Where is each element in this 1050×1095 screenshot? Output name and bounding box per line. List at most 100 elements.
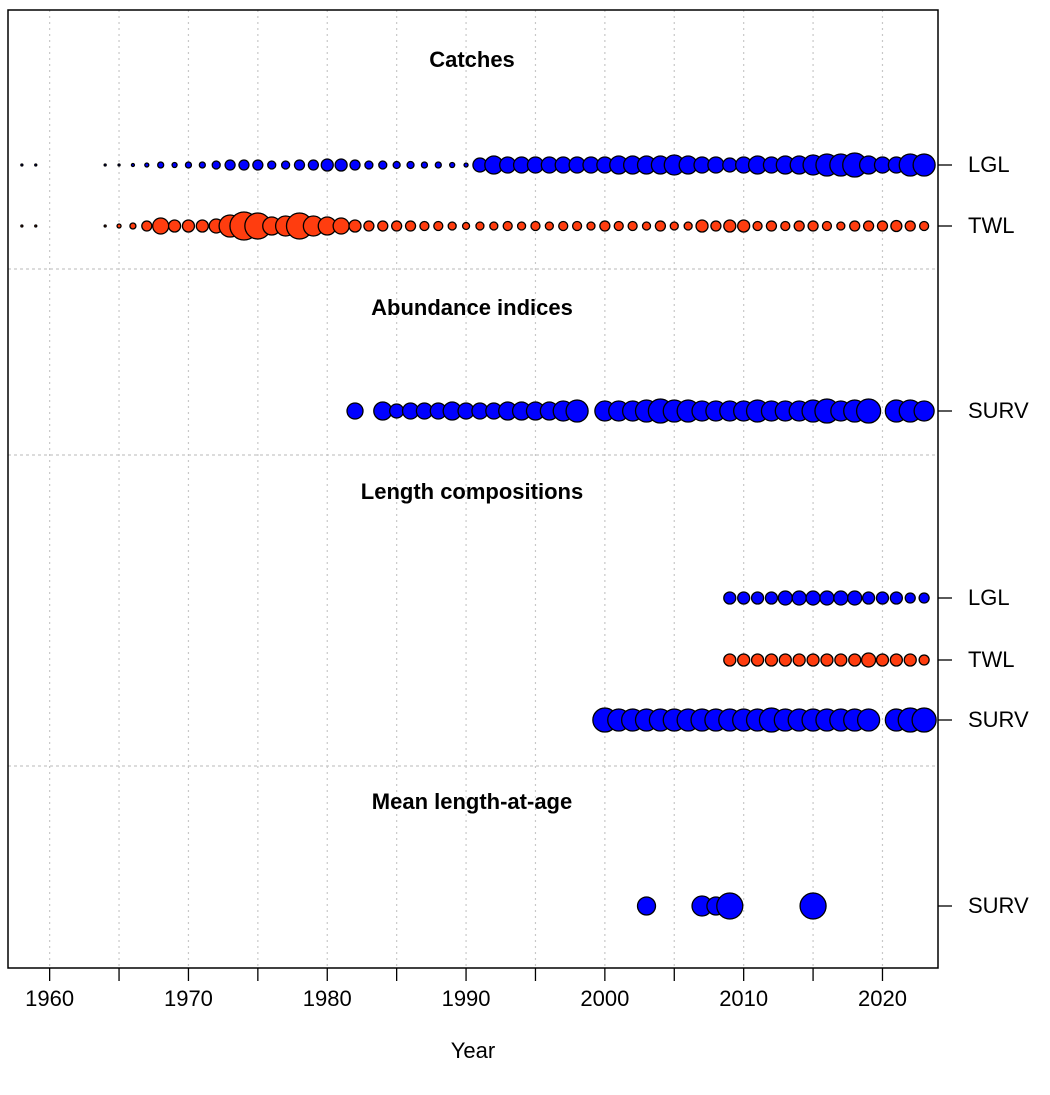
bubble: [627, 220, 638, 232]
bubble: [117, 163, 121, 167]
bubble: [378, 160, 388, 170]
bubble: [695, 219, 709, 233]
bubble: [821, 220, 833, 232]
bubble: [34, 163, 38, 167]
bubble: [198, 161, 206, 169]
bubble: [876, 220, 889, 232]
x-tick-label: 1960: [25, 986, 74, 1011]
bubble: [764, 591, 779, 605]
bubble: [34, 224, 38, 228]
bubble: [449, 161, 456, 169]
bubble: [707, 156, 725, 174]
bubble: [836, 221, 846, 231]
section-title: Catches: [429, 47, 515, 72]
bubble: [224, 159, 236, 171]
bubble: [792, 653, 806, 667]
bubble: [420, 161, 429, 169]
x-tick-label: 2010: [719, 986, 768, 1011]
bubble: [516, 221, 527, 231]
bubble: [404, 220, 417, 232]
bubble: [765, 220, 778, 232]
section-title: Abundance indices: [371, 295, 573, 320]
bubble: [912, 153, 936, 177]
bubble: [913, 400, 935, 422]
bubble: [819, 590, 835, 606]
bubble: [833, 590, 849, 606]
x-tick-label: 1990: [442, 986, 491, 1011]
bubble: [820, 653, 834, 667]
bubble: [636, 896, 657, 916]
bubble: [847, 590, 863, 606]
bubble: [363, 220, 375, 232]
bubble: [211, 160, 221, 170]
bubble: [130, 162, 136, 168]
bubble: [599, 220, 611, 232]
bubble: [911, 707, 937, 733]
bubble: [723, 653, 737, 667]
bubble: [389, 403, 405, 419]
bubble: [447, 221, 457, 231]
bubble: [571, 220, 583, 232]
bubble: [723, 219, 737, 233]
bubble: [889, 653, 904, 667]
bubble: [391, 220, 403, 232]
bubble: [903, 653, 917, 667]
bubble: [320, 158, 334, 172]
bubble: [806, 653, 820, 667]
bubble: [502, 220, 513, 232]
bubble: [434, 161, 442, 169]
bubble: [834, 653, 848, 667]
bubble: [181, 219, 196, 233]
bubble: [103, 224, 107, 228]
bubble: [463, 162, 469, 168]
bubble: [805, 590, 821, 606]
bubble: [778, 653, 792, 667]
bubble: [791, 590, 807, 606]
plot-frame: [7, 9, 939, 969]
bubble: [171, 161, 178, 169]
bubble: [157, 161, 165, 169]
bubble: [530, 220, 541, 232]
bubble: [558, 220, 569, 232]
bubble: [433, 220, 444, 232]
bubble: [777, 590, 793, 606]
bubble: [167, 219, 182, 233]
bubble: [195, 219, 209, 233]
x-tick-label: 2020: [858, 986, 907, 1011]
bubble: [862, 220, 875, 232]
bubble: [364, 160, 374, 170]
bubble: [722, 157, 738, 173]
bubble: [710, 220, 722, 232]
bubble: [184, 161, 193, 169]
row-label: LGL: [968, 585, 1010, 610]
bubble: [875, 591, 890, 605]
bubble: [475, 221, 485, 231]
row-label: LGL: [968, 152, 1010, 177]
bubble: [875, 653, 890, 667]
bubble: [377, 220, 389, 232]
bubble: [349, 159, 361, 171]
bubble: [752, 220, 763, 232]
bubble: [848, 653, 862, 667]
bubble: [849, 220, 861, 232]
bubble: [890, 219, 903, 233]
bubble: [860, 652, 877, 668]
bubble: [654, 220, 667, 232]
bubble: [586, 221, 596, 231]
bubble: [116, 223, 122, 229]
bubble: [489, 221, 499, 231]
bubble: [855, 398, 882, 424]
bubble: [780, 220, 791, 232]
bubble: [280, 160, 291, 170]
section-title: Mean length-at-age: [372, 789, 572, 814]
bubble: [807, 220, 819, 232]
bubble: [750, 591, 765, 605]
bubble: [904, 220, 916, 232]
bubble: [144, 162, 150, 168]
bubble: [918, 654, 930, 666]
x-axis-label: Year: [451, 1038, 495, 1063]
bubble: [793, 220, 805, 232]
bubble: [129, 222, 137, 230]
bubble: [252, 159, 264, 171]
